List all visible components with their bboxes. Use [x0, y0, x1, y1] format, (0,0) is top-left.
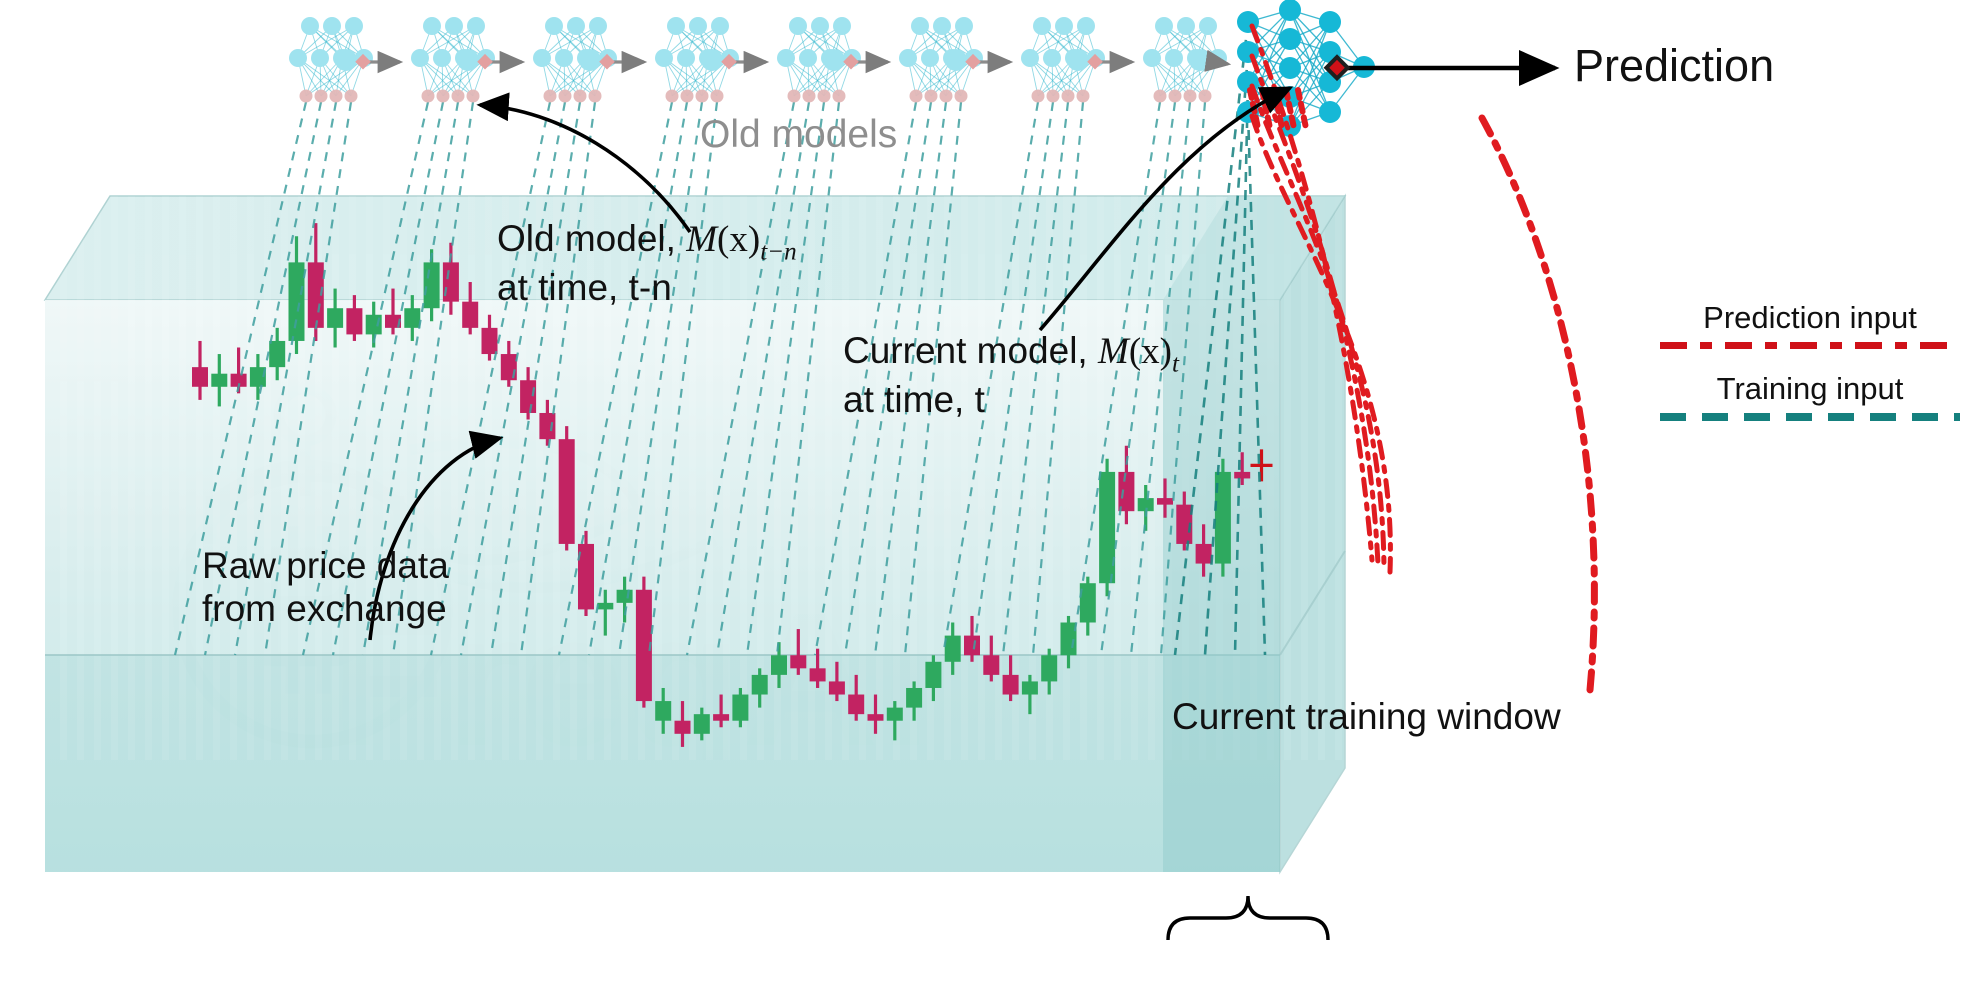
current-model-annotation: Current model, M(x)t at time, t [843, 330, 1179, 421]
old-model-math-sub: t−n [760, 238, 797, 266]
current-model-pointer-arrow [1038, 86, 1294, 332]
old-models-label: Old models [700, 113, 898, 156]
prediction-label: Prediction [1574, 40, 1775, 91]
old-model-pointer-arrow [476, 92, 692, 234]
box-front-face [45, 300, 1280, 872]
current-model-line-2: at time, t [843, 378, 985, 420]
old-model-network[interactable] [899, 17, 983, 103]
training-window-annotation: Current training window [1172, 696, 1561, 737]
prediction-output-node-inner [1329, 59, 1345, 76]
legend-swatch-prediction [1660, 342, 1960, 349]
training-window-highlight [1163, 300, 1280, 872]
current-model-text: Current model, [843, 330, 1098, 371]
old-model-network[interactable] [1021, 17, 1105, 103]
raw-data-line-2: from exchange [202, 587, 447, 629]
box-right-slab [1279, 193, 1346, 875]
current-model-line-1: Current model, M(x)t [843, 330, 1179, 379]
raw-data-line-1: Raw price data [202, 545, 449, 586]
old-model-network[interactable] [289, 17, 373, 103]
legend-swatch-training [1660, 413, 1960, 421]
raw-price-data-annotation: Raw price data from exchange [202, 545, 449, 631]
box-upper-band [45, 300, 1280, 655]
old-model-network[interactable] [777, 17, 861, 103]
old-model-annotation: Old model, M(x)t−n at time, t-n [497, 218, 797, 309]
legend-entry-prediction: Prediction input [1660, 300, 1960, 349]
box-mid-line-right [1279, 550, 1346, 656]
training-window-brace [1166, 895, 1330, 941]
legend: Prediction input Training input [1660, 300, 1960, 443]
current-model-math-arg: (x) [1128, 331, 1172, 372]
old-model-text: Old model, [497, 218, 687, 259]
old-model-line-2: at time, t-n [497, 266, 672, 308]
raw-data-pointer-arrow [368, 430, 504, 641]
legend-label-training: Training input [1716, 371, 1904, 406]
prediction-curve-main [1478, 114, 1598, 694]
legend-label-prediction: Prediction input [1703, 300, 1917, 335]
current-model-math-sub: t [1171, 350, 1179, 378]
old-models-group [289, 17, 1227, 103]
legend-entry-training: Training input [1660, 371, 1960, 421]
candlestick-series [192, 223, 1273, 747]
training-input-lines [173, 21, 1267, 656]
old-model-network[interactable] [411, 17, 495, 103]
old-model-network[interactable] [1143, 17, 1227, 103]
current-model-math-fn: M [1098, 331, 1129, 372]
old-model-math-arg: (x) [717, 219, 761, 260]
old-model-math-fn: M [686, 219, 718, 260]
old-model-line-1: Old model, M(x)t−n [497, 218, 797, 267]
